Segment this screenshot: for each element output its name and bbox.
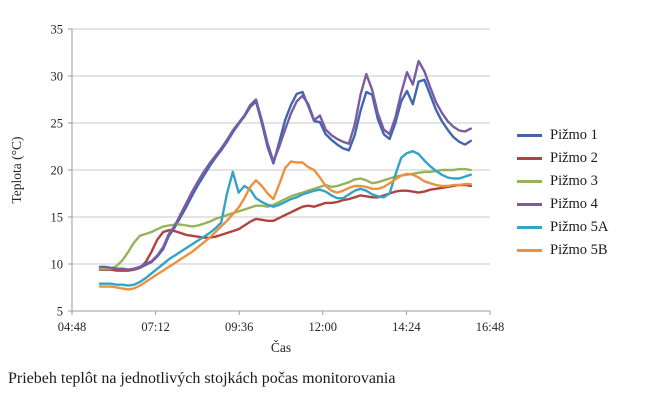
legend-swatch: [517, 249, 542, 252]
legend-swatch: [517, 180, 542, 183]
x-tick-label: 12:00: [309, 320, 337, 334]
y-tick-label: 25: [51, 117, 64, 131]
legend-label: Pižmo 5A: [550, 219, 609, 235]
legend-item-pižmo-1: Pižmo 1: [517, 124, 608, 147]
legend-label: Pižmo 5B: [550, 242, 608, 258]
legend-swatch: [517, 157, 542, 160]
legend-item-pižmo-3: Pižmo 3: [517, 170, 608, 193]
x-tick-label: 16:48: [476, 320, 504, 334]
y-tick-label: 30: [51, 70, 64, 84]
x-tick-label: 14:24: [392, 320, 421, 334]
legend-label: Pižmo 2: [550, 150, 598, 166]
chart-svg: 5 10 15 20 25 30 35 04:48 07:12 09:36 12:00 14:24 16…: [9, 23, 504, 356]
y-tick-label: 35: [51, 23, 64, 37]
legend-item-pižmo-2: Pižmo 2: [517, 147, 608, 170]
y-axis-title: Teplota (°C): [9, 136, 24, 203]
series-line-pižmo-5a: [98, 149, 472, 287]
y-tick-label: 20: [51, 164, 64, 178]
series-line-pižmo-3: [98, 167, 472, 270]
legend-swatch: [517, 203, 542, 206]
legend-label: Pižmo 4: [550, 196, 598, 212]
series-line-pižmo-4: [98, 59, 472, 271]
figure-caption: Priebeh teplôt na jednotlivých stojkách …: [8, 370, 396, 387]
legend-swatch: [517, 134, 542, 137]
x-tick-label: 04:48: [58, 320, 86, 334]
y-tick-label: 5: [57, 305, 63, 319]
legend-item-pižmo-5b: Pižmo 5B: [517, 239, 608, 262]
legend-item-pižmo-5a: Pižmo 5A: [517, 216, 608, 239]
series-line-pižmo-5b: [98, 160, 472, 291]
legend-swatch: [517, 226, 542, 229]
series-line-pižmo-2: [98, 183, 472, 272]
x-tick-label: 07:12: [141, 320, 169, 334]
legend-label: Pižmo 3: [550, 173, 598, 189]
legend: Pižmo 1 Pižmo 2 Pižmo 3 Pižmo 4 Pižmo 5A Pižm…: [517, 124, 608, 262]
x-axis-title: Čas: [271, 340, 291, 355]
y-tick-label: 10: [51, 258, 64, 272]
legend-label: Pižmo 1: [550, 127, 598, 143]
y-tick-label: 15: [51, 211, 64, 225]
legend-item-pižmo-4: Pižmo 4: [517, 193, 608, 216]
x-tick-label: 09:36: [225, 320, 253, 334]
